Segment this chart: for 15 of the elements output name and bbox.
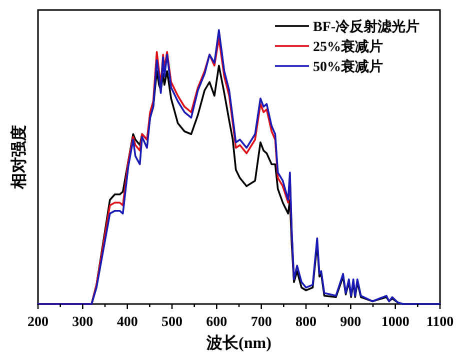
x-tick-label: 700	[250, 315, 272, 330]
x-tick-label: 500	[162, 315, 182, 330]
x-tick-label: 600	[206, 315, 228, 330]
x-tick-label: 300	[72, 315, 94, 330]
x-tick-label: 1000	[381, 315, 410, 330]
x-tick-label: 400	[116, 315, 138, 330]
x-tick-label: 900	[340, 315, 362, 330]
legend-label: BF-冷反射滤光片	[313, 18, 420, 35]
y-axis-title: 相对强度	[9, 125, 28, 190]
legend-label: 25%衰减片	[313, 38, 383, 55]
x-axis-title: 波长(nm)	[206, 334, 272, 352]
x-tick-label: 200	[28, 315, 48, 330]
x-tick-label: 800	[296, 315, 316, 330]
legend-label: 50%衰减片	[313, 58, 383, 75]
x-tick-label: 1100	[426, 315, 454, 330]
